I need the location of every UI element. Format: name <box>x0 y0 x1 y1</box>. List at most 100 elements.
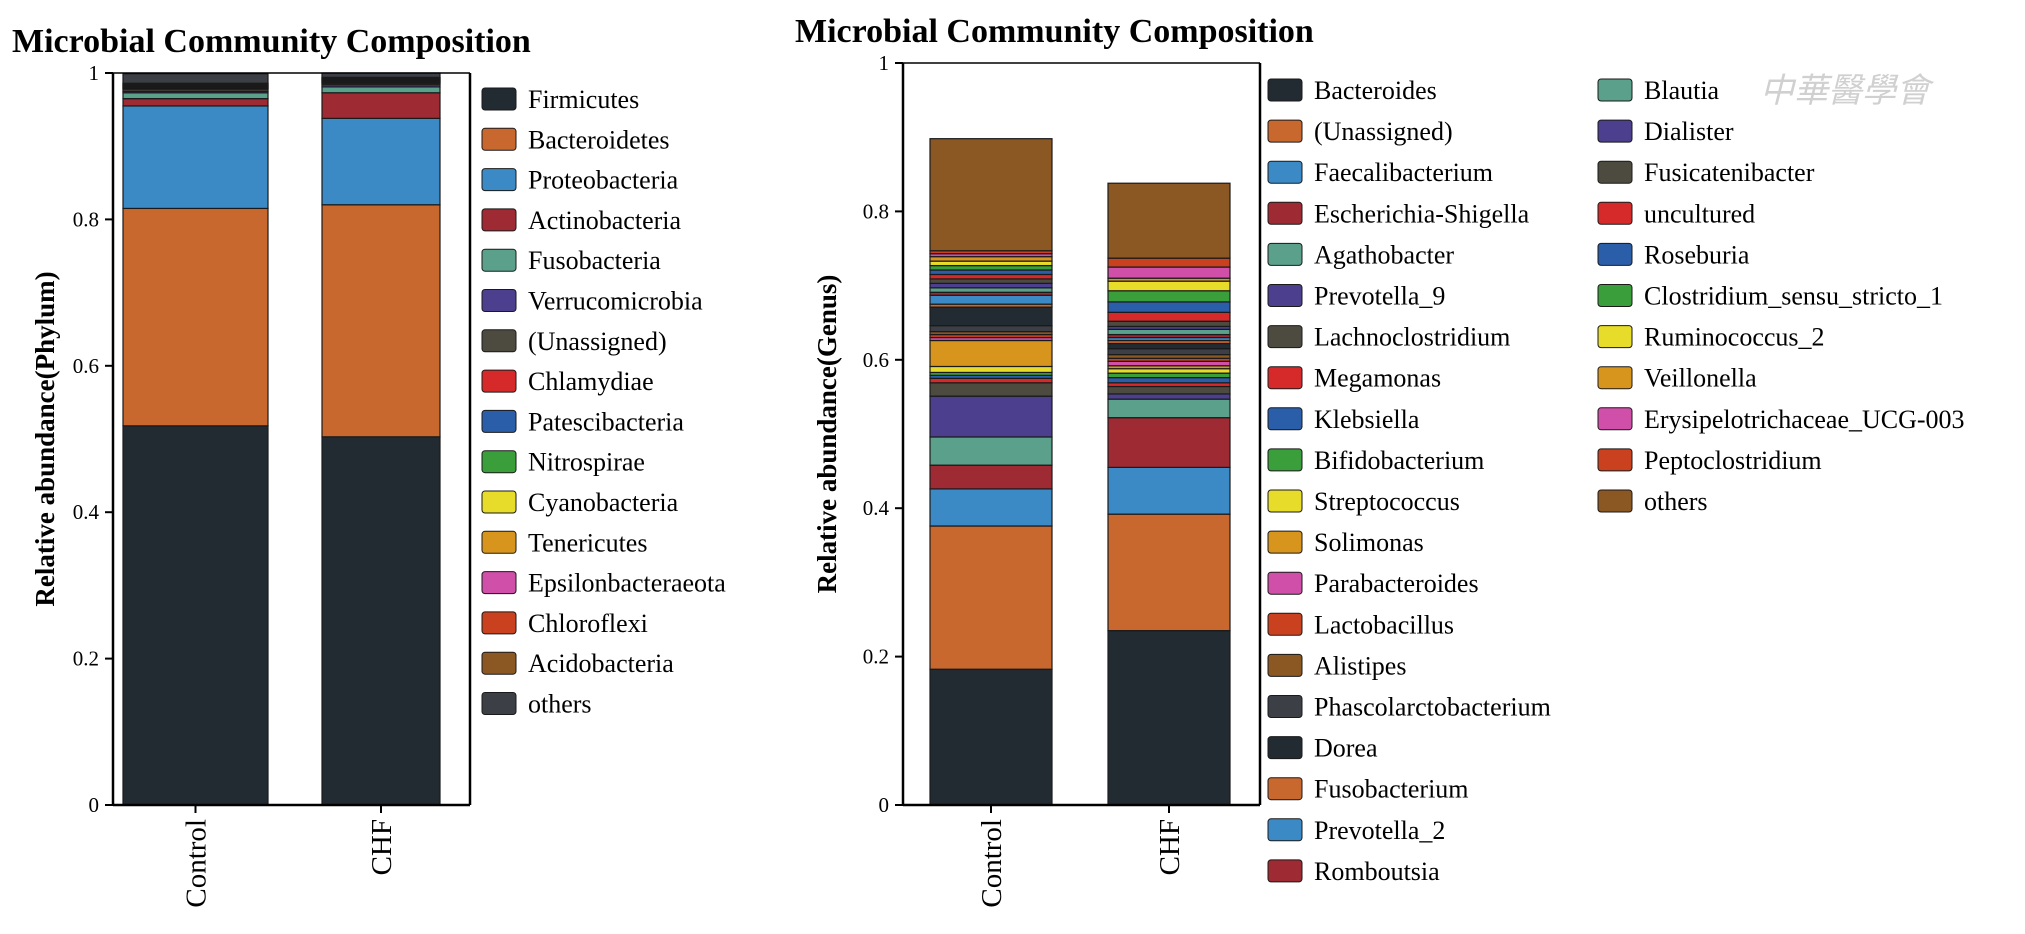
legend-swatch <box>1267 284 1303 307</box>
bar-segment <box>1107 513 1231 632</box>
legend-swatch <box>1597 366 1633 390</box>
legend-swatch <box>1267 201 1303 225</box>
x-tick-label: CHF <box>1154 819 1186 875</box>
legend-label: Lactobacillus <box>1314 610 1454 639</box>
y-axis-label: Relative abundance(Genus) <box>812 275 842 594</box>
bar-segment <box>929 287 1053 293</box>
legend-swatch <box>1267 242 1303 266</box>
bar-segment <box>1107 182 1231 259</box>
x-tick-label: Control <box>976 819 1008 908</box>
legend-swatch <box>481 651 517 675</box>
legend-swatch <box>1597 160 1633 184</box>
bar-segment <box>1107 466 1231 515</box>
legend-swatch <box>1267 448 1303 472</box>
y-tick-label: 0.6 <box>73 354 99 378</box>
bar-stack-chf <box>1107 182 1231 806</box>
y-tick-label: 0 <box>879 793 890 817</box>
bar-segment <box>1107 257 1231 268</box>
legend-label: Parabacteroides <box>1314 569 1479 598</box>
bar-segment <box>929 294 1053 305</box>
legend-swatch <box>481 329 517 353</box>
bar-segment <box>1107 393 1231 400</box>
bar-segment <box>929 436 1053 466</box>
bar-segment <box>321 92 441 119</box>
bar-segment <box>122 92 269 100</box>
legend-label: uncultured <box>1644 199 1755 228</box>
bar-segment <box>1107 417 1231 468</box>
legend-swatch <box>1267 612 1303 636</box>
y-tick-label: 0.8 <box>73 207 99 231</box>
legend-label: Prevotella_9 <box>1314 282 1445 311</box>
bar-segment <box>1107 348 1231 356</box>
legend-label: Firmicutes <box>528 85 639 114</box>
legend-swatch <box>1267 571 1303 595</box>
legend-label: Fusobacteria <box>528 246 661 275</box>
legend-label: Erysipelotrichaceae_UCG-003 <box>1644 405 1965 434</box>
legend-label: (Unassigned) <box>1314 117 1453 146</box>
genus-chart: Microbial Community Composition Relative … <box>795 13 1965 908</box>
legend-label: Acidobacteria <box>528 649 674 678</box>
legend-label: Alistipes <box>1314 651 1406 680</box>
legend-label: Klebsiella <box>1314 405 1420 434</box>
x-tick-label: Control <box>181 819 213 908</box>
x-tick-label: CHF <box>366 819 398 875</box>
bar-segment <box>321 117 441 206</box>
legend-swatch <box>1267 859 1303 883</box>
legend-swatch <box>1267 736 1303 760</box>
bar-segment <box>1107 311 1231 322</box>
legend-label: Fusobacterium <box>1314 775 1469 804</box>
bar-segment <box>1107 398 1231 419</box>
legend-label: others <box>1644 487 1708 516</box>
bar-segment <box>1107 342 1231 350</box>
legend-swatch <box>481 490 517 514</box>
legend-label: Chloroflexi <box>528 609 648 638</box>
y-tick-label: 0.8 <box>863 199 889 223</box>
legend-label: Ruminococcus_2 <box>1644 323 1825 352</box>
bar-segment <box>929 339 1053 368</box>
legend-swatch <box>481 289 517 312</box>
bar-segment <box>1107 266 1231 279</box>
legend-swatch <box>481 369 517 393</box>
legend-swatch <box>1597 201 1633 225</box>
legend-label: Bifidobacterium <box>1314 446 1484 475</box>
bar-segment <box>929 325 1053 333</box>
bar-segment <box>929 668 1053 806</box>
bar-segment <box>1107 385 1231 395</box>
legend-swatch <box>481 87 517 111</box>
legend-label: Proteobacteria <box>528 166 679 195</box>
legend-label: Fusicatenibacter <box>1644 158 1815 187</box>
legend-label: Verrucomicrobia <box>528 287 703 316</box>
bar-segment <box>929 488 1053 527</box>
legend-swatch <box>1597 489 1633 513</box>
legend-swatch <box>481 530 517 554</box>
bar-segment <box>1107 372 1231 379</box>
legend-swatch <box>1597 284 1633 307</box>
legend-label: Escherichia-Shigella <box>1314 199 1530 228</box>
legend-swatch <box>1267 530 1303 554</box>
legend-label: Faecalibacterium <box>1314 158 1493 187</box>
legend-swatch <box>481 168 517 192</box>
bar-segment <box>1107 368 1231 374</box>
chart-title: Microbial Community Composition <box>12 23 531 60</box>
legend-label: Streptococcus <box>1314 487 1460 516</box>
legend-label: Bacteroidetes <box>528 125 670 154</box>
bar-segment <box>321 86 441 94</box>
y-tick-label: 0.2 <box>73 647 99 671</box>
legend-swatch <box>1267 78 1303 102</box>
legend-swatch <box>1267 325 1303 349</box>
legend-label: Phascolarctobacterium <box>1314 693 1551 722</box>
bar-stack-control <box>929 138 1053 806</box>
y-tick-label: 0.4 <box>863 496 890 520</box>
bar-segment <box>122 73 269 84</box>
bar-segment <box>1107 360 1231 367</box>
legend-swatch <box>1597 78 1633 102</box>
legend-label: Agathobacter <box>1314 240 1454 269</box>
legend-label: Patescibacteria <box>528 407 684 436</box>
legend-swatch <box>481 611 517 635</box>
bar-segment <box>1107 280 1231 292</box>
legend-label: Nitrospirae <box>528 448 645 477</box>
bar-segment <box>929 306 1053 327</box>
legend-label: Bacteroides <box>1314 76 1437 105</box>
legend-swatch <box>1597 242 1633 266</box>
